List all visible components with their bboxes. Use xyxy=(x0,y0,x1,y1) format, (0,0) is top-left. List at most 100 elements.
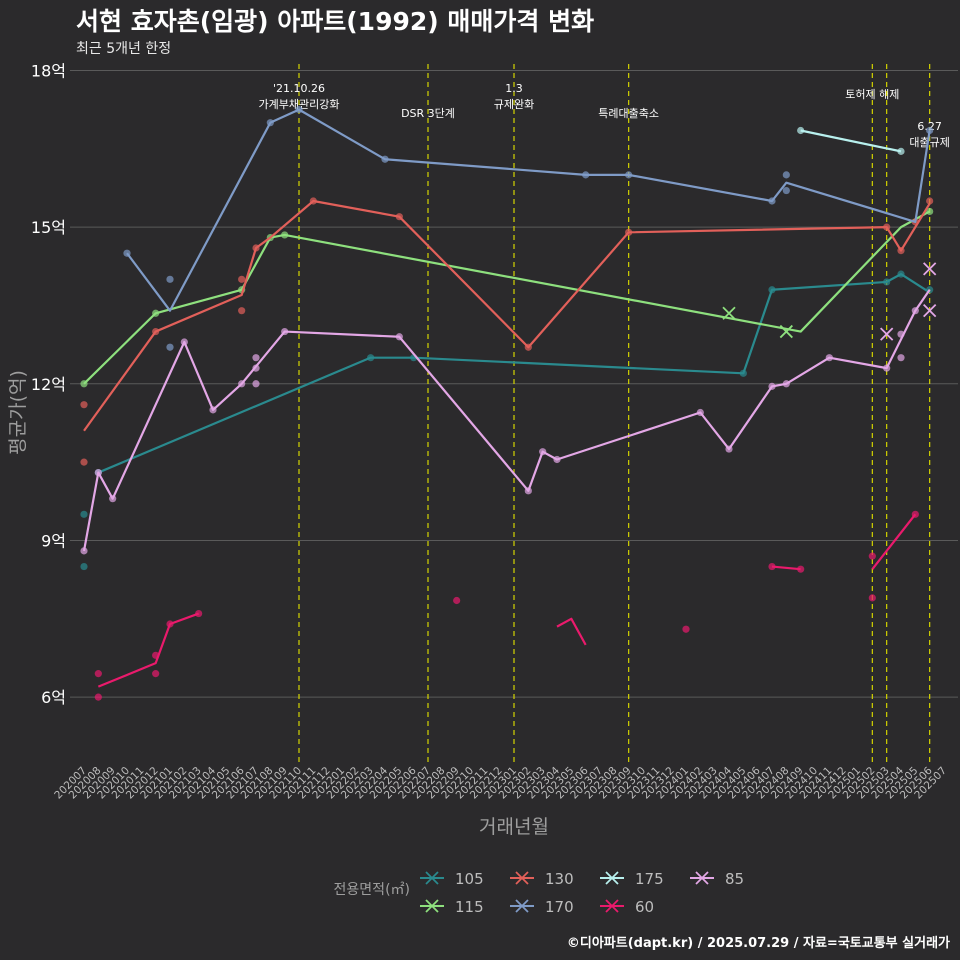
legend-label: 85 xyxy=(725,870,744,888)
data-point-170 xyxy=(625,171,633,179)
data-point-115 xyxy=(80,380,88,388)
data-point-115 xyxy=(926,207,934,216)
data-point-170 xyxy=(166,275,174,283)
data-point-105 xyxy=(80,562,88,571)
series-line-60 xyxy=(556,617,587,646)
data-point-130 xyxy=(238,307,246,315)
cross-marker-85 xyxy=(923,304,937,318)
data-point-85 xyxy=(553,455,561,464)
legend-swatch-cross xyxy=(605,871,619,885)
legend-title: 전용면적(㎡) xyxy=(334,882,410,898)
data-point-85 xyxy=(281,327,289,336)
data-point-60 xyxy=(94,670,102,678)
legend-label: 115 xyxy=(455,898,484,916)
data-point-60 xyxy=(868,594,876,602)
data-point-85 xyxy=(252,354,260,362)
data-point-130 xyxy=(80,401,88,409)
legend-label: 105 xyxy=(455,870,484,888)
data-point-85 xyxy=(252,380,260,388)
event-label: '21.10.26 xyxy=(273,82,325,95)
data-point-105 xyxy=(883,278,891,286)
data-point-85 xyxy=(94,468,102,477)
data-point-115 xyxy=(152,309,160,317)
data-point-170 xyxy=(768,197,776,205)
data-point-85 xyxy=(768,382,776,390)
data-point-130 xyxy=(625,228,633,236)
data-point-60 xyxy=(453,596,461,605)
cross-marker-85-stroke xyxy=(923,262,937,276)
data-point-130 xyxy=(152,327,160,336)
cross-marker-85-stroke xyxy=(923,304,937,318)
data-point-85 xyxy=(725,445,733,453)
chart-subtitle: 최근 5개년 한정 xyxy=(76,41,172,57)
data-point-60 xyxy=(768,562,776,571)
series-line-175 xyxy=(800,129,902,153)
data-point-85 xyxy=(825,354,833,362)
y-tick-label: 12억 xyxy=(31,375,66,394)
cross-marker-115 xyxy=(779,324,793,339)
data-point-85 xyxy=(897,330,905,338)
data-point-105 xyxy=(367,354,375,362)
data-point-170 xyxy=(381,155,389,163)
event-label: 가계부채관리강화 xyxy=(259,98,340,111)
data-point-60 xyxy=(94,693,102,701)
data-point-130 xyxy=(897,247,905,255)
legend-swatch-cross xyxy=(695,871,709,885)
data-point-170 xyxy=(295,106,303,114)
data-point-85 xyxy=(252,364,260,372)
legend-item-175: 175 xyxy=(600,870,664,888)
data-point-60 xyxy=(166,620,174,628)
legend-label: 175 xyxy=(635,870,664,888)
series-line-115 xyxy=(83,210,931,385)
data-point-85 xyxy=(897,354,905,362)
data-point-85 xyxy=(395,333,403,341)
data-point-85 xyxy=(782,380,790,388)
legend-item-130: 130 xyxy=(510,870,574,888)
y-tick-label: 15억 xyxy=(31,218,66,237)
data-point-130 xyxy=(395,213,403,221)
data-point-115 xyxy=(281,231,289,239)
cross-marker-115-stroke xyxy=(722,306,736,320)
data-point-85 xyxy=(911,307,919,315)
data-point-130 xyxy=(80,458,88,466)
data-point-170 xyxy=(123,249,131,257)
legend-label: 130 xyxy=(545,870,574,888)
event-label: 특례대출축소 xyxy=(598,107,659,120)
event-label: 6.27 xyxy=(917,120,942,133)
data-point-170 xyxy=(926,126,934,135)
legend-swatch-cross xyxy=(515,871,529,885)
cross-marker-115-stroke xyxy=(779,324,793,339)
data-point-60 xyxy=(682,625,690,633)
data-point-130 xyxy=(524,343,532,351)
data-point-85 xyxy=(524,487,532,495)
data-point-105 xyxy=(80,510,88,518)
source-credit: ©디아파트(dapt.kr) / 2025.07.29 / 자료=국토교통부 실… xyxy=(566,936,950,951)
data-point-60 xyxy=(195,609,203,618)
data-point-170 xyxy=(782,186,790,195)
legend-label: 170 xyxy=(545,898,574,916)
legend-swatch-cross xyxy=(605,899,619,913)
y-tick-label: 18억 xyxy=(31,61,66,80)
data-point-130 xyxy=(926,197,934,205)
data-point-85 xyxy=(883,364,891,372)
data-point-105 xyxy=(897,270,905,278)
data-point-130 xyxy=(238,275,246,283)
data-point-85 xyxy=(109,495,117,503)
event-label: 대출규제 xyxy=(909,136,949,149)
data-point-130 xyxy=(252,244,260,252)
series-line-60 xyxy=(97,612,200,688)
data-point-170 xyxy=(782,171,790,179)
y-tick-label: 6억 xyxy=(41,688,66,707)
data-point-60 xyxy=(868,552,876,560)
x-axis-title: 거래년월 xyxy=(479,816,549,838)
event-label: 토허제 해제 xyxy=(845,87,899,101)
data-point-105 xyxy=(768,286,776,294)
data-point-85 xyxy=(238,380,246,388)
legend-item-85: 85 xyxy=(690,870,744,888)
cross-marker-85-stroke xyxy=(880,327,894,341)
data-point-60 xyxy=(152,651,160,659)
data-point-130 xyxy=(883,223,891,231)
data-point-105 xyxy=(739,369,747,377)
y-axis-title: 평균가(억) xyxy=(7,370,29,455)
data-point-85 xyxy=(80,547,88,555)
